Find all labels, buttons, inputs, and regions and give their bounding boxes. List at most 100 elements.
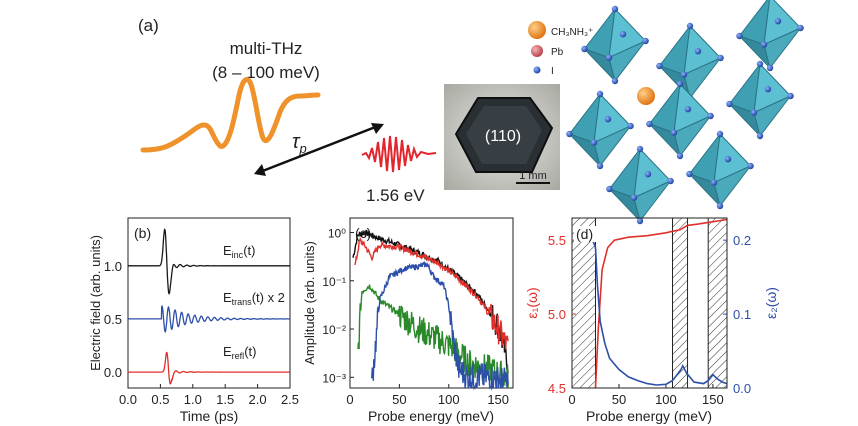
iodine-atom: [736, 32, 743, 40]
iodine-atom: [716, 202, 724, 210]
d-ytick-left-label: 4.5: [548, 381, 566, 396]
iodine-atom: [636, 145, 644, 153]
octahedron-face: [763, 27, 801, 70]
iodine-atom: [611, 5, 619, 13]
delay-arrow-head-right: [371, 123, 384, 134]
iodine-atom: [581, 45, 588, 53]
panel-b-frame: [127, 217, 291, 389]
panel-a: (a) multi-THz (8 – 100 meV) τp 1.56 eV (…: [138, 0, 804, 225]
d-series-line: [591, 239, 728, 386]
panel-c-frame: [349, 217, 514, 389]
panel-b-label: (b): [134, 225, 151, 241]
delay-arrow: [259, 124, 379, 174]
iodine-atom: [756, 60, 764, 68]
panel-d-label: (d): [576, 226, 593, 242]
perovskite-lattice: [566, 0, 804, 225]
iodine-atom: [590, 139, 598, 146]
panel-d-ylabel-right: ε₂(ω): [763, 287, 779, 319]
c-ytick-label: 10⁻¹: [322, 275, 346, 289]
iodine-legend-marker: [533, 66, 541, 74]
d-xtick-label: 100: [655, 392, 677, 407]
iodine-atom: [596, 90, 604, 98]
panel-d: 0 50 100 150 4.5 5.0 5.5 0.0 0.1 0.2 (d) Probe en…: [524, 217, 779, 424]
perovskite-legend: CH₃NH₃⁺ Pb I: [528, 21, 593, 77]
cation-atom: [637, 87, 655, 105]
panel-c-ylabel: Amplitude (arb. units): [302, 241, 317, 365]
d-ytick-right-label: 0.1: [733, 307, 751, 322]
crystal-face-label: (110): [485, 128, 521, 145]
iodine-atom: [596, 162, 604, 170]
iodine-atom: [611, 77, 619, 85]
iodine-atom: [684, 106, 692, 113]
iodine-atom: [766, 64, 774, 72]
panel-d-frame: [571, 217, 728, 389]
nir-probe-waveform: [361, 135, 437, 173]
iodine-atom: [686, 22, 694, 30]
panel-d-label-bg: [574, 226, 596, 242]
iodine-atom: [605, 54, 613, 61]
iodine-legend-label: I: [551, 66, 554, 77]
iodine-atom: [604, 116, 612, 123]
iodine-atom: [724, 156, 732, 163]
b-ytick-label: 0.5: [104, 312, 122, 327]
c-series-line: [371, 261, 509, 391]
iodine-atom: [656, 62, 663, 70]
iodine-atom: [670, 129, 678, 136]
pb-legend-label: Pb: [551, 47, 564, 58]
b-xtick-label: 0.5: [151, 392, 169, 407]
iodine-atom: [606, 185, 613, 193]
iodine-atom: [680, 71, 688, 78]
b-series-label: Erefl(t): [223, 344, 256, 361]
iodine-atom: [636, 217, 644, 225]
iodine-atom: [764, 86, 772, 93]
d-xtick-label: 0: [568, 392, 575, 407]
iodine-atom: [630, 194, 638, 201]
b-series-label: Etrans(t) x 2: [223, 290, 285, 307]
b-xtick-label: 2.0: [249, 392, 267, 407]
c-ytick-label: 10⁻²: [322, 323, 346, 337]
cation-legend-label: CH₃NH₃⁺: [551, 27, 593, 38]
b-series-line: [128, 351, 290, 385]
iodine-atom: [619, 31, 627, 38]
probe-energy-label: 1.56 eV: [366, 186, 425, 205]
thz-pulse-range: (8 – 100 meV): [212, 63, 320, 82]
thz-pulse-waveform: [140, 76, 321, 153]
iodine-atom: [667, 177, 674, 185]
b-series-line: [128, 228, 290, 295]
scale-bar-label: 1 mm: [519, 170, 547, 182]
octahedron-face: [713, 165, 751, 208]
b-xtick-label: 0.0: [119, 392, 137, 407]
c-ytick-label: 10⁻³: [322, 371, 346, 385]
octahedron-face: [608, 40, 646, 83]
iodine-atom: [716, 130, 724, 138]
iodine-atom: [707, 112, 714, 120]
iodine-atom: [747, 162, 754, 170]
iodine-atom: [642, 37, 649, 45]
b-xtick-label: 1.0: [184, 392, 202, 407]
d-hatched-region: [672, 217, 689, 389]
iodine-atom: [686, 170, 693, 178]
panel-b-xlabel: Time (ps): [180, 408, 239, 424]
panel-d-xlabel: Probe energy (meV): [586, 408, 712, 424]
d-hatched-region: [707, 217, 728, 389]
cation-legend-marker: [528, 21, 546, 39]
iodine-atom: [797, 24, 804, 32]
d-ytick-left-label: 5.0: [548, 307, 566, 322]
d-ytick-right-label: 0.0: [733, 381, 751, 396]
d-hatched-region: [571, 217, 596, 389]
b-xtick-label: 1.5: [216, 392, 234, 407]
panel-d-plot: 0 50 100 150 4.5 5.0 5.5 0.0 0.1 0.2: [548, 217, 751, 407]
iodine-atom: [717, 54, 724, 62]
iodine-atom: [760, 41, 768, 48]
b-xtick-label: 2.5: [281, 392, 299, 407]
panel-b-plot: 0.0 0.5 1.0 1.5 2.0 2.5 0.0 0.5 1.0 Einc(t) Etrans…: [104, 228, 299, 407]
d-xtick-label: 150: [702, 392, 724, 407]
b-ytick-label: 0.0: [104, 365, 122, 380]
d-ytick-right-label: 0.2: [733, 233, 751, 248]
iodine-atom: [676, 152, 684, 160]
panel-c-xlabel: Probe energy (meV): [368, 408, 494, 424]
b-ytick-label: 1.0: [104, 259, 122, 274]
octahedron-face: [633, 180, 671, 223]
